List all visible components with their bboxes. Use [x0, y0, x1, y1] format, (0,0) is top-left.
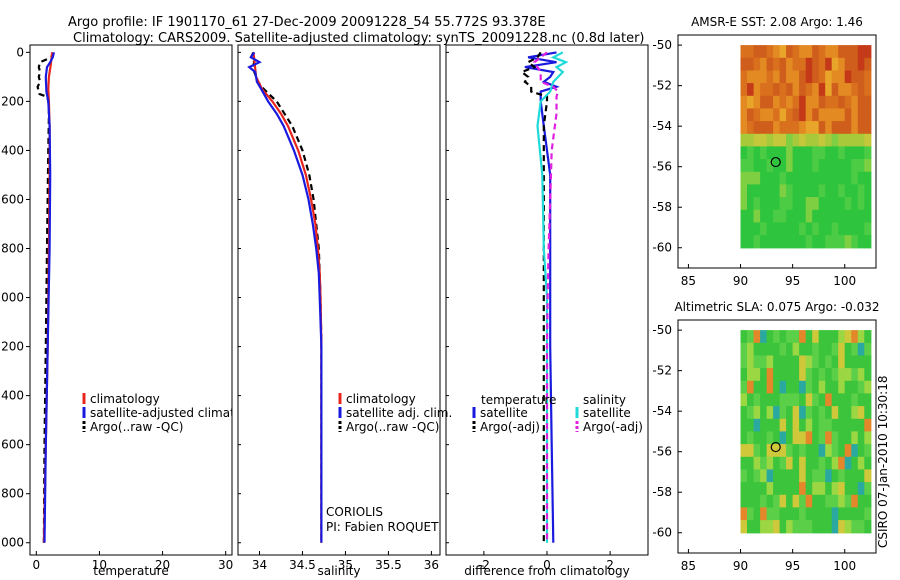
sla-map-frame [677, 319, 877, 554]
lat-tick-label: -50 [652, 38, 672, 52]
depth-tick-label: 400 [1, 143, 24, 157]
legend-title-salinity: salinity [583, 393, 626, 407]
lat-tick-label: -52 [652, 364, 672, 378]
series-temperature-satellite [524, 51, 560, 543]
x-tick-label: -2 [478, 558, 490, 572]
depth-tick-label: 200 [1, 94, 24, 108]
lon-tick-label: 95 [785, 274, 800, 288]
depth-tick-label: 1400 [0, 389, 24, 403]
lon-tick-label: 90 [733, 559, 748, 573]
temperature-panel-frame [29, 44, 233, 556]
credit-line-1: CORIOLIS [326, 505, 383, 519]
legend-climatology: climatology [346, 392, 416, 406]
x-axis-label: salinity [317, 564, 360, 578]
temperature-panel: 0 200 400 600 800 1000 1200 1400 1600 1800 2000 0 10… [0, 44, 268, 578]
lat-tick-label: -54 [652, 404, 672, 418]
lat-tick-label: -56 [652, 160, 672, 174]
lon-tick-label: 100 [833, 559, 856, 573]
legend-sal-argo: Argo(-adj) [583, 420, 643, 434]
sst-map-frame [677, 34, 877, 269]
series-climatology [252, 52, 323, 543]
salinity-panel-frame [237, 44, 441, 556]
x-tick-label: 10 [92, 558, 107, 572]
argo-location-marker [770, 441, 781, 453]
series-temperature-argo-adj- [519, 51, 549, 543]
x-tick-label: 35 [338, 558, 353, 572]
series-salinity-satellite [536, 51, 569, 543]
salinity-panel: 34 34.5 35 35.5 36 salinity climatologysatelli… [237, 44, 452, 578]
x-tick-label: 36 [424, 558, 439, 572]
depth-tick-label: 1000 [0, 291, 24, 305]
lon-tick-label: 85 [681, 559, 696, 573]
series-satellite [247, 51, 323, 543]
series-salinity-argo-adj- [532, 51, 560, 543]
side-stamp: CSIRO 07-Jan-2010 10:30:18 [876, 376, 890, 548]
difference-legend: temperature salinitysatelliteArgo(-adj)sa… [472, 393, 643, 434]
series-argo [249, 51, 323, 543]
depth-tick-label: 1200 [0, 340, 24, 354]
legend-satellite: satellite adj. clim. [346, 406, 452, 420]
sst-map-heatmap [740, 45, 872, 249]
lat-tick-label: -54 [652, 119, 672, 133]
x-tick-label: 35.5 [375, 558, 402, 572]
depth-tick-label: 1800 [0, 487, 24, 501]
lon-tick-label: 90 [733, 274, 748, 288]
lon-tick-label: 85 [681, 274, 696, 288]
lat-tick-label: -56 [652, 445, 672, 459]
lat-tick-label: -60 [652, 241, 672, 255]
x-tick-label: 34.5 [289, 558, 316, 572]
depth-tick-label: 600 [1, 192, 24, 206]
lon-tick-label: 100 [833, 274, 856, 288]
x-tick-label: 2 [606, 558, 614, 572]
legend-argo: Argo(..raw -QC) [90, 420, 183, 434]
depth-tick-label: 0 [16, 45, 24, 59]
legend-temp-satellite: satellite [480, 406, 528, 420]
sst-map-title: AMSR-E SST: 2.08 Argo: 1.46 [691, 15, 863, 29]
lat-tick-label: -52 [652, 79, 672, 93]
legend-sal-satellite: satellite [583, 406, 631, 420]
lat-tick-label: -60 [652, 526, 672, 540]
sst-map: AMSR-E SST: 2.08 Argo: 1.46 -50 -52 -54 -56 -… [652, 15, 877, 288]
sla-map: Altimetric SLA: 0.075 Argo: -0.032-50 -52… [652, 300, 879, 573]
x-axis-label: difference from climatology [464, 564, 630, 578]
series-satellite [43, 52, 56, 543]
x-tick-label: 34 [252, 558, 267, 572]
depth-tick-label: 800 [1, 242, 24, 256]
sla-map-heatmap [740, 330, 872, 534]
legend-satellite: satellite-adjusted climatology [90, 406, 268, 420]
legend-temp-argo: Argo(-adj) [480, 420, 540, 434]
credit-line-2: PI: Fabien ROQUET [326, 520, 439, 534]
sla-map-title: Altimetric SLA: 0.075 Argo: -0.032 [674, 300, 879, 314]
x-tick-label: 20 [155, 558, 170, 572]
legend-argo: Argo(..raw -QC) [346, 420, 439, 434]
argo-location-marker [770, 156, 781, 168]
depth-tick-label: 1600 [0, 438, 24, 452]
legend-title-temperature: temperature [481, 393, 556, 407]
depth-tick-label: 2000 [0, 536, 24, 550]
x-tick-label: 30 [218, 558, 233, 572]
lat-tick-label: -58 [652, 485, 672, 499]
x-tick-label: 0 [32, 558, 40, 572]
title-line-2: Climatology: CARS2009. Satellite-adjuste… [73, 31, 645, 46]
series-argo [36, 52, 54, 543]
x-axis-label: temperature [93, 564, 168, 578]
lat-tick-label: -58 [652, 200, 672, 214]
legend-climatology: climatology [90, 392, 160, 406]
lon-tick-label: 95 [785, 559, 800, 573]
title-line-1: Argo profile: IF 1901170_61 27-Dec-2009 … [68, 15, 546, 30]
lat-tick-label: -50 [652, 323, 672, 337]
x-tick-label: 0 [543, 558, 551, 572]
